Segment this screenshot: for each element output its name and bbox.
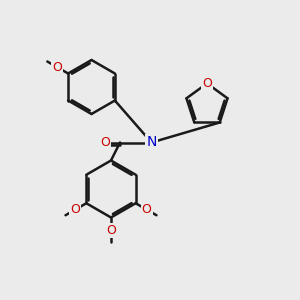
Text: O: O	[100, 136, 110, 149]
Text: O: O	[106, 224, 116, 237]
Text: O: O	[142, 203, 152, 216]
Text: O: O	[52, 61, 62, 74]
Text: O: O	[202, 77, 212, 90]
Text: N: N	[146, 136, 157, 149]
Text: O: O	[70, 203, 80, 216]
